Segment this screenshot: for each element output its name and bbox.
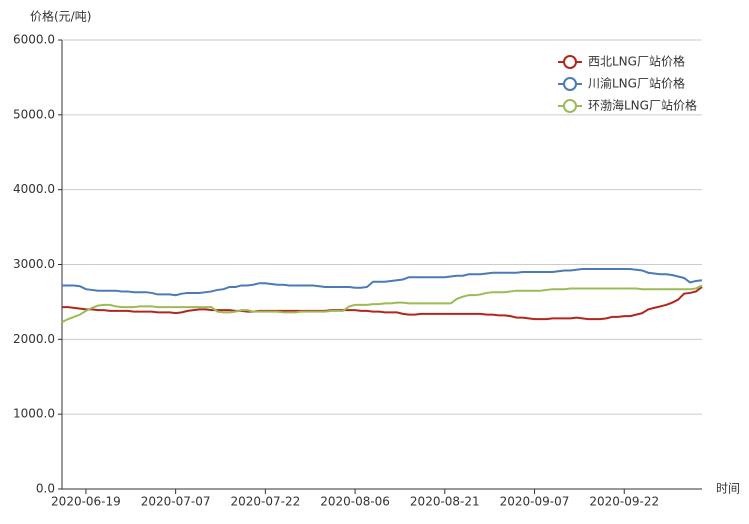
legend-marker: [563, 99, 577, 113]
series-line: [62, 267, 703, 297]
x-axis-label: 时间: [716, 482, 740, 496]
x-tick-label: 2020-06-19: [51, 495, 121, 509]
y-tick-label: 6000.0: [13, 33, 55, 47]
x-tick-label: 2020-08-21: [410, 495, 480, 509]
y-tick-label: 4000.0: [13, 182, 55, 196]
y-tick-label: 2000.0: [13, 332, 55, 346]
y-tick-label: 3000.0: [13, 257, 55, 271]
legend-label: 西北LNG厂站价格: [588, 54, 685, 69]
legend-label: 环渤海LNG厂站价格: [588, 98, 697, 113]
x-tick-label: 2020-08-06: [320, 495, 390, 509]
y-tick-label: 0.0: [36, 482, 55, 496]
x-tick-label: 2020-09-07: [500, 495, 570, 509]
series-line: [62, 286, 703, 321]
series-line: [61, 284, 703, 324]
x-tick-label: 2020-09-22: [589, 495, 659, 509]
y-tick-label: 5000.0: [13, 107, 55, 121]
x-tick-label: 2020-07-07: [141, 495, 211, 509]
x-tick-label: 2020-07-22: [230, 495, 300, 509]
y-axis-label: 价格(元/吨): [30, 9, 91, 24]
y-tick-label: 1000.0: [13, 407, 55, 421]
legend-marker: [563, 77, 577, 91]
legend-label: 川渝LNG厂站价格: [588, 76, 685, 91]
legend-marker: [563, 55, 577, 69]
